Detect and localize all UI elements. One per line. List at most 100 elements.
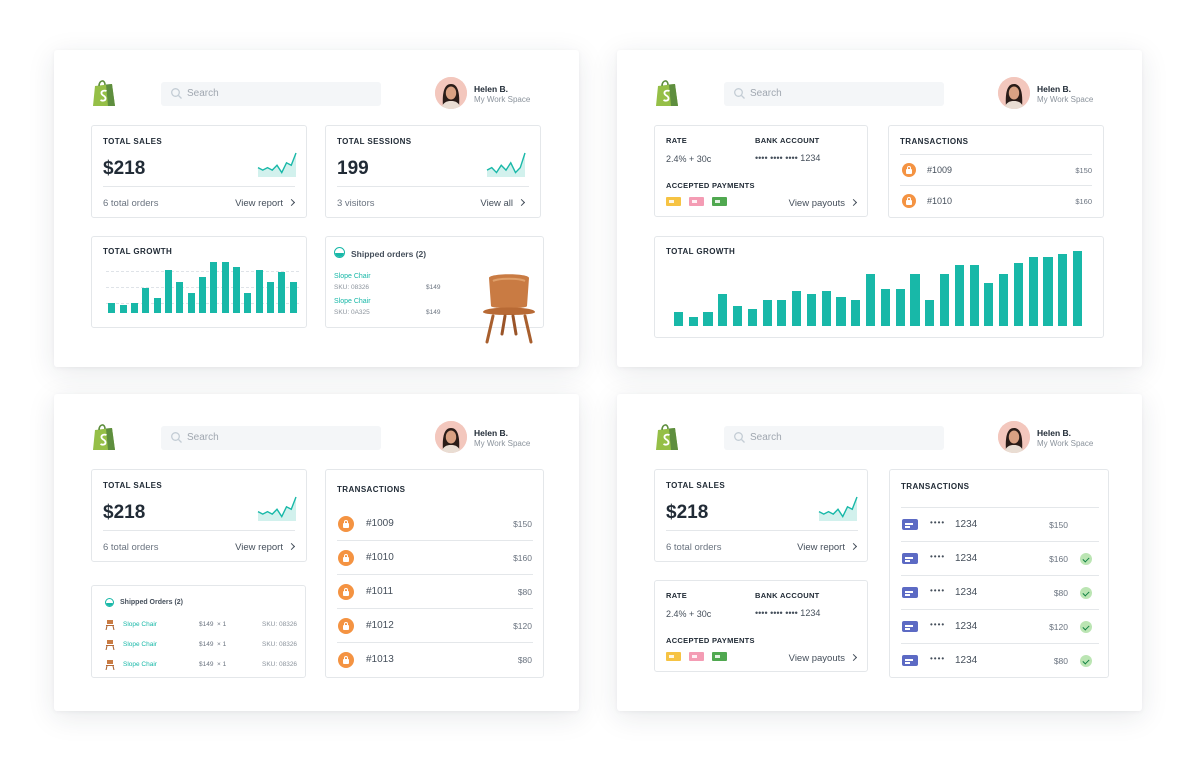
total-sales-value: $218 [103,502,146,523]
check-icon [1080,621,1092,633]
chair-thumbnail-icon [105,640,115,650]
total-orders-text: 6 total orders [666,542,722,553]
product-name[interactable]: Slope Chair [334,298,371,305]
card-mask: •••• [930,552,946,561]
growth-bar [821,291,831,326]
transaction-row[interactable]: #1009 $150 [889,155,1103,186]
growth-bar [198,277,206,313]
user-menu[interactable]: Helen B. My Work Space [998,421,1138,453]
payment-method-icon [689,652,704,661]
product-name[interactable]: Slope Chair [334,273,371,280]
search-input[interactable]: Search [724,426,944,450]
view-report-link[interactable]: View report [235,542,296,553]
workspace-name: My Work Space [1037,439,1094,448]
shopify-bag-icon[interactable] [91,78,117,108]
payment-method-icon [712,197,727,206]
growth-bar [777,300,787,326]
card-title: TRANSACTIONS [900,137,969,146]
growth-bar [233,267,241,313]
order-row[interactable]: Slope Chair $149 × 1 SKU: 08326 [92,637,305,655]
total-growth-card: TOTAL GROWTH [91,236,307,328]
shopify-bag-icon[interactable] [91,422,117,452]
dashboard-panel-payments: Search Helen B. My Work Space RATE 2.4% … [617,50,1142,367]
transaction-row[interactable]: •••• 1234 $150 [890,508,1108,542]
card-last4: 1234 [955,655,978,666]
order-row[interactable]: Slope Chair $149 × 1 SKU: 08326 [92,657,305,675]
total-sessions-card: TOTAL SESSIONS 199 3 visitors View all [325,125,541,218]
payment-method-icon [689,197,704,206]
transaction-amount: $80 [517,587,532,597]
total-sales-card: TOTAL SALES $218 6 total orders View rep… [91,125,307,218]
transaction-row[interactable]: #1013 $80 [326,643,543,677]
chevron-right-icon [517,198,526,207]
lock-icon [338,618,354,634]
user-menu[interactable]: Helen B. My Work Space [998,77,1138,109]
transaction-amount: $150 [513,519,532,529]
avatar [435,421,467,453]
rate-value: 2.4% + 30c [666,609,712,619]
avatar [998,421,1030,453]
transaction-amount: $150 [1049,520,1068,530]
transactions-card: TRANSACTIONS •••• 1234 $150 •••• 1234 $160 •••… [889,469,1109,678]
growth-bar [278,272,286,313]
transaction-id: #1012 [366,620,394,631]
accepted-payments-label: ACCEPTED PAYMENTS [666,181,755,190]
sparkline-line [818,496,858,518]
transaction-row[interactable]: #1012 $120 [326,609,543,643]
view-payouts-label: View payouts [788,653,845,664]
user-menu[interactable]: Helen B. My Work Space [435,421,575,453]
shopify-bag-icon[interactable] [654,422,680,452]
view-payouts-link[interactable]: View payouts [789,198,858,209]
shipping-status-icon [105,598,114,607]
search-placeholder: Search [750,432,782,443]
row-divider [900,154,1092,155]
transaction-row[interactable]: #1010 $160 [889,186,1103,217]
growth-bar [1043,256,1053,326]
card-last4: 1234 [955,553,978,564]
sales-sparkline [818,496,858,521]
transaction-row[interactable]: #1011 $80 [326,575,543,609]
growth-bar [255,269,263,313]
card-mask: •••• [930,586,946,595]
card-last4: 1234 [955,621,978,632]
growth-bar [142,287,150,313]
credit-card-icon [902,553,918,564]
order-row[interactable]: Slope Chair $149 × 1 SKU: 08326 [92,617,305,635]
payment-method-icon [666,197,681,206]
sales-sparkline [257,496,297,521]
user-menu[interactable]: Helen B. My Work Space [435,77,575,109]
transaction-row[interactable]: #1009 $150 [326,507,543,541]
total-sales-value: $218 [103,158,146,179]
view-report-link[interactable]: View report [797,542,858,553]
row-divider [901,609,1099,610]
search-placeholder: Search [187,88,219,99]
search-input[interactable]: Search [161,426,381,450]
product-sku: SKU: 0A325 [334,309,370,316]
sparkline-line [486,152,526,174]
shopify-bag-icon[interactable] [654,78,680,108]
credit-card-icon [902,621,918,632]
growth-bar [999,274,1009,326]
growth-bar [164,269,172,313]
search-input[interactable]: Search [724,82,944,106]
check-icon [1080,655,1092,667]
transaction-row[interactable]: •••• 1234 $80 [890,644,1108,678]
view-payouts-link[interactable]: View payouts [788,653,858,664]
product-sku: SKU: 08326 [262,621,298,628]
growth-bar [866,274,876,326]
growth-bar [187,292,195,313]
bank-account-label: BANK ACCOUNT [755,591,820,600]
view-all-link[interactable]: View all [480,198,526,209]
transaction-row[interactable]: •••• 1234 $80 [890,576,1108,610]
card-title: TOTAL SALES [103,481,163,490]
product-sku: SKU: 08326 [334,284,370,291]
transaction-row[interactable]: #1010 $160 [326,541,543,575]
transaction-id: #1009 [366,518,394,529]
view-report-link[interactable]: View report [235,198,296,209]
transaction-row[interactable]: •••• 1234 $160 [890,542,1108,576]
workspace-name: My Work Space [474,95,531,104]
growth-bar [732,305,743,326]
rate-value: 2.4% + 30c [666,154,712,164]
transaction-row[interactable]: •••• 1234 $120 [890,610,1108,644]
search-input[interactable]: Search [161,82,381,106]
